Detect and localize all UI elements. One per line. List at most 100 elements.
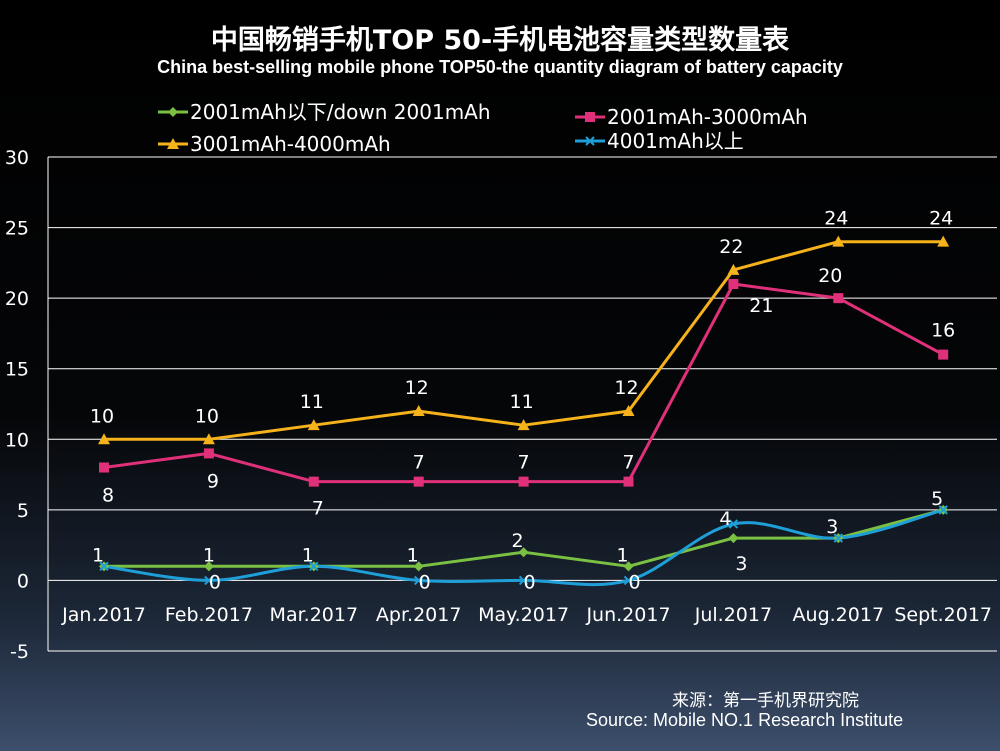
point-over-4001mah — [99, 561, 109, 572]
source-chinese: 来源：第一手机界研究院 — [672, 691, 859, 711]
marker-x-stroke — [518, 575, 529, 586]
data-label: 1 — [302, 544, 314, 566]
legend: 2001mAh以下/down 2001mAh 2001mAh-3000mAh 300… — [158, 100, 808, 156]
data-label: 16 — [931, 320, 955, 342]
data-label: 10 — [90, 405, 114, 427]
y-tick-label: 0 — [17, 570, 29, 592]
legend-label: 2001mAh以下/down 2001mAh — [190, 100, 491, 124]
gridlines — [47, 156, 997, 652]
marker-x-stroke — [623, 575, 634, 586]
source-english: Source: Mobile NO.1 Research Institute — [586, 710, 904, 730]
data-label: 0 — [209, 571, 221, 593]
marker-x-stroke — [585, 136, 595, 146]
data-label: 9 — [207, 470, 219, 492]
point-2001-3000mah — [623, 476, 634, 487]
point-under-2001mah — [623, 561, 634, 572]
point-2001-3000mah — [413, 476, 424, 487]
legend-label: 3001mAh-4000mAh — [190, 132, 391, 156]
data-label: 21 — [749, 295, 773, 317]
data-label: 10 — [195, 405, 219, 427]
data-label: 24 — [824, 208, 848, 230]
chart-subtitle: China best-selling mobile phone TOP50-th… — [157, 57, 843, 77]
y-tick-label: 25 — [5, 218, 29, 240]
data-label: 7 — [518, 452, 530, 474]
point-3001-4000mah — [832, 235, 845, 247]
marker-x-stroke — [728, 519, 739, 529]
x-tick-label: Sept.2017 — [894, 604, 992, 626]
marker-x-stroke — [413, 575, 424, 586]
point-3001-4000mah — [937, 235, 950, 247]
data-label: 24 — [929, 208, 953, 230]
point-over-4001mah — [518, 575, 529, 586]
data-label: 5 — [931, 488, 943, 510]
legend-label: 2001mAh-3000mAh — [607, 105, 808, 129]
x-tick-label: Apr.2017 — [376, 604, 462, 626]
marker-x-stroke — [938, 505, 948, 515]
marker-x-stroke — [204, 575, 214, 586]
point-2001-3000mah — [938, 349, 949, 360]
point-over-4001mah — [309, 561, 319, 572]
x-axis-ticks: Jan.2017 Feb.2017 Mar.2017 Apr.2017 May.2017… — [61, 604, 992, 626]
point-under-2001mah — [518, 547, 529, 558]
data-label: 7 — [622, 452, 634, 474]
series-markers — [98, 235, 950, 586]
marker-x-stroke — [309, 561, 319, 572]
x-tick-label: Jun.2017 — [585, 604, 670, 626]
point-3001-4000mah — [727, 263, 740, 275]
data-label: 7 — [413, 452, 425, 474]
x-tick-label: Jul.2017 — [694, 604, 772, 626]
data-label: 3 — [826, 516, 838, 538]
point-over-4001mah — [833, 533, 844, 543]
marker-x-stroke — [99, 561, 109, 572]
point-2001-3000mah — [833, 293, 844, 304]
chart-title: 中国畅销手机TOP 50-手机电池容量类型数量表 — [210, 25, 790, 56]
x-tick-label: May.2017 — [478, 604, 569, 626]
y-tick-label: 10 — [5, 429, 29, 451]
legend-swatch-marker — [168, 107, 178, 117]
legend-label: 4001mAh以上 — [607, 129, 744, 153]
y-tick-label: 15 — [5, 359, 29, 381]
legend-swatch-marker — [585, 112, 595, 122]
legend-item-3001-4000mah: 3001mAh-4000mAh — [158, 132, 391, 156]
y-tick-label: 20 — [5, 288, 29, 310]
x-tick-label: Feb.2017 — [165, 604, 253, 626]
data-label: 4 — [719, 508, 731, 530]
point-under-2001mah — [728, 533, 739, 544]
data-label: 0 — [524, 571, 536, 593]
data-label: 7 — [312, 498, 324, 520]
data-label: 1 — [92, 544, 104, 566]
point-3001-4000mah — [412, 405, 425, 417]
y-tick-label: -5 — [10, 641, 29, 663]
legend-item-2001-3000mah: 2001mAh-3000mAh — [575, 105, 808, 129]
data-label: 1 — [407, 544, 419, 566]
y-tick-label: 30 — [5, 147, 29, 169]
point-over-4001mah — [623, 575, 634, 586]
data-label: 0 — [419, 571, 431, 593]
legend-item-under-2001mah: 2001mAh以下/down 2001mAh — [158, 100, 491, 124]
point-over-4001mah — [204, 575, 214, 586]
data-label: 12 — [405, 377, 429, 399]
data-label: 3 — [735, 553, 747, 575]
marker-x-stroke — [833, 533, 844, 543]
point-2001-3000mah — [99, 462, 109, 473]
point-3001-4000mah — [307, 419, 320, 431]
data-label: 2 — [512, 530, 524, 552]
x-tick-label: Aug.2017 — [793, 604, 885, 626]
point-3001-4000mah — [98, 433, 110, 445]
point-3001-4000mah — [517, 419, 530, 431]
legend-swatch-marker — [167, 138, 179, 149]
data-label: 12 — [614, 377, 638, 399]
point-2001-3000mah — [728, 279, 739, 290]
y-tick-label: 5 — [17, 500, 29, 522]
legend-item-over-4001mah: 4001mAh以上 — [575, 129, 744, 153]
data-label: 11 — [300, 391, 324, 413]
data-label: 20 — [818, 265, 842, 287]
x-tick-label: Mar.2017 — [270, 604, 359, 626]
point-over-4001mah — [938, 505, 948, 515]
data-label: 0 — [628, 571, 640, 593]
point-2001-3000mah — [203, 448, 214, 459]
legend-swatch-marker — [585, 136, 595, 146]
data-label: 11 — [510, 391, 534, 413]
